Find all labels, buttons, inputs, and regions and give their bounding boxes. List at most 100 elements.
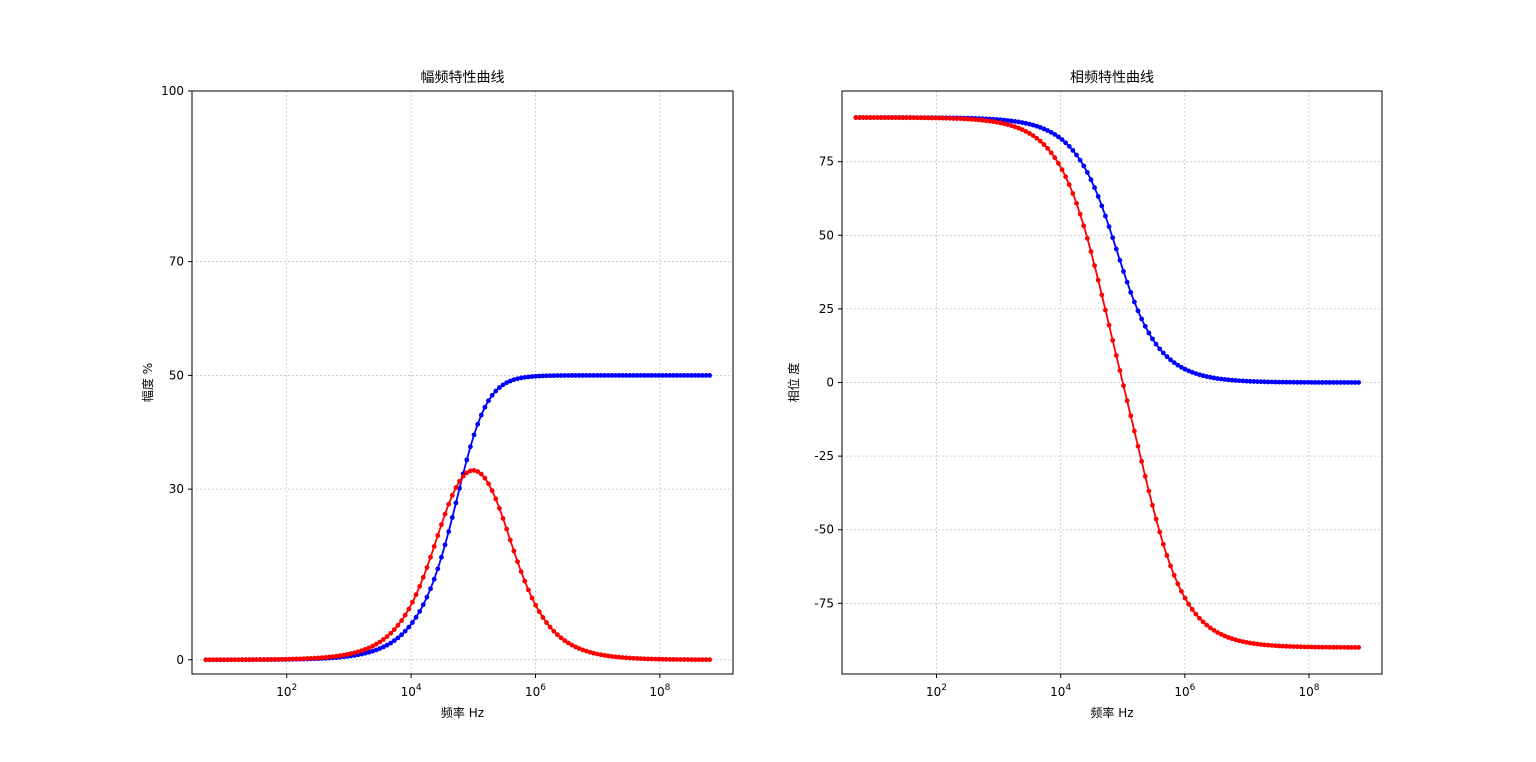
- phase-series-1-point-120: [1287, 644, 1293, 649]
- mag-series-1-point-59: [417, 583, 423, 589]
- phase-series-0-point-111: [1254, 379, 1260, 384]
- mag-series-1-point-88: [522, 578, 528, 584]
- phase-series-1-point-104: [1229, 636, 1235, 642]
- phase-ytick-label-2: -25: [814, 449, 834, 463]
- phase-series-1-point-55: [1052, 155, 1058, 161]
- phase-series-1-point-56: [1056, 160, 1061, 166]
- phase-series-1-point-100: [1215, 630, 1220, 635]
- mag-series-0-point-49: [381, 644, 386, 650]
- mag-series-1-point-57: [410, 599, 415, 605]
- mag-series-1-point-125: [656, 656, 662, 662]
- phase-series-0-point-132: [1330, 380, 1336, 385]
- phase-series-1-point-119: [1283, 643, 1289, 649]
- phase-series-0-point-52: [1041, 126, 1047, 132]
- mag-series-1-point-67: [446, 501, 452, 507]
- phase-series-0-point-128: [1316, 380, 1322, 385]
- phase-series-1-point-128: [1316, 644, 1322, 650]
- mag-series-0-point-56: [406, 624, 412, 630]
- phase-series-0-line: [855, 116, 1359, 384]
- phase-series-1-point-40: [998, 120, 1003, 126]
- phase-series-1-point-129: [1320, 644, 1325, 650]
- phase-series-1-point-44: [1012, 124, 1018, 130]
- mag-series-1-point-20: [275, 656, 281, 662]
- phase-series-1-point-7: [878, 115, 884, 120]
- phase-series-1-point-84: [1157, 529, 1163, 535]
- mag-series-1-point-3: [214, 657, 220, 663]
- phase-series-1-point-81: [1146, 488, 1152, 494]
- mag-series-0-point-103: [576, 373, 582, 378]
- phase-series-1-point-111: [1254, 641, 1260, 647]
- phase-series-1-point-11: [893, 115, 899, 121]
- mag-series-1-point-73: [468, 468, 473, 474]
- phase-y-axis-label: 相位 度: [786, 363, 801, 403]
- phase-series-0-point-84: [1157, 346, 1163, 352]
- phase-series-1-point-62: [1077, 211, 1083, 217]
- phase-series-0-point-134: [1338, 380, 1343, 385]
- mag-series-1-point-134: [689, 657, 694, 662]
- phase-series-1-point-5: [871, 115, 877, 120]
- phase-series-0-point-71: [1110, 235, 1116, 241]
- mag-xtick-label-2: 106: [525, 683, 546, 699]
- mag-series-1-point-58: [413, 592, 419, 598]
- mag-series-1-point-50: [384, 634, 390, 639]
- mag-series-0: [203, 372, 713, 663]
- mag-series-0-point-115: [620, 372, 626, 378]
- mag-series-0-point-136: [696, 372, 702, 378]
- phase-series-1-point-0: [853, 115, 859, 120]
- phase-series-1-point-12: [896, 115, 902, 121]
- mag-series-1-point-45: [366, 645, 372, 651]
- phase-series-1-point-90: [1179, 588, 1184, 594]
- mag-ytick-label-3: 70: [169, 255, 184, 269]
- phase-series-0-point-75: [1124, 279, 1130, 285]
- mag-series-1-point-115: [620, 655, 626, 660]
- phase-series-0-point-122: [1294, 379, 1300, 385]
- phase-series-1-point-114: [1265, 642, 1271, 648]
- phase-series-0-point-55: [1052, 132, 1058, 137]
- mag-series-0-point-128: [667, 372, 673, 378]
- phase-series-0-point-103: [1226, 377, 1231, 383]
- mag-series-1-point-109: [598, 652, 604, 658]
- phase-series-1-point-95: [1197, 615, 1202, 621]
- mag-series-1-point-60: [420, 574, 426, 580]
- phase-series-1: [853, 115, 1362, 650]
- phase-series-1-point-3: [864, 115, 870, 120]
- mag-series-1-point-4: [217, 657, 223, 663]
- phase-series-0-point-115: [1269, 379, 1275, 385]
- phase-series-0-point-102: [1222, 377, 1228, 382]
- mag-series-0-point-88: [522, 374, 528, 380]
- mag-series-0-point-116: [623, 372, 629, 378]
- phase-series-1-point-97: [1204, 622, 1210, 628]
- phase-series-0-point-130: [1323, 380, 1329, 385]
- mag-series-1-point-41: [352, 650, 357, 656]
- mag-series-1-point-46: [370, 643, 375, 649]
- mag-series-1-point-97: [555, 632, 560, 638]
- mag-series-0-line: [205, 374, 710, 661]
- phase-series-1-point-110: [1251, 641, 1257, 646]
- phase-series-0-point-135: [1341, 380, 1347, 385]
- phase-series-1-point-77: [1131, 428, 1137, 434]
- mag-series-1-point-12: [246, 657, 252, 663]
- phase-series-1-point-29: [958, 116, 964, 122]
- phase-series-1-point-34: [976, 117, 982, 123]
- phase-series-1-point-26: [947, 115, 953, 121]
- mag-series-0-point-135: [692, 372, 698, 378]
- mag-series-0-point-57: [410, 620, 415, 625]
- mag-series-1-point-29: [308, 655, 314, 661]
- phase-series-1-point-8: [882, 115, 888, 120]
- mag-x-axis-label: 频率 Hz: [441, 705, 484, 720]
- phase-series-1-point-83: [1153, 516, 1159, 522]
- phase-series-0-point-47: [1023, 120, 1029, 126]
- phase-series-1-point-54: [1048, 150, 1054, 156]
- phase-series-1-point-74: [1121, 383, 1126, 389]
- mag-series-1-point-112: [609, 654, 615, 659]
- phase-series-0-point-45: [1016, 119, 1022, 125]
- mag-series-0-point-86: [515, 376, 520, 382]
- mag-series-1-point-84: [507, 537, 513, 543]
- mag-series-0-point-73: [468, 444, 473, 450]
- mag-series-0-point-92: [536, 373, 542, 379]
- mag-series-0-point-75: [475, 421, 481, 427]
- phase-series-0-point-66: [1092, 185, 1097, 191]
- mag-series-1-point-135: [692, 657, 698, 663]
- mag-series-1-point-124: [652, 656, 658, 662]
- phase-series-1-point-22: [933, 115, 938, 121]
